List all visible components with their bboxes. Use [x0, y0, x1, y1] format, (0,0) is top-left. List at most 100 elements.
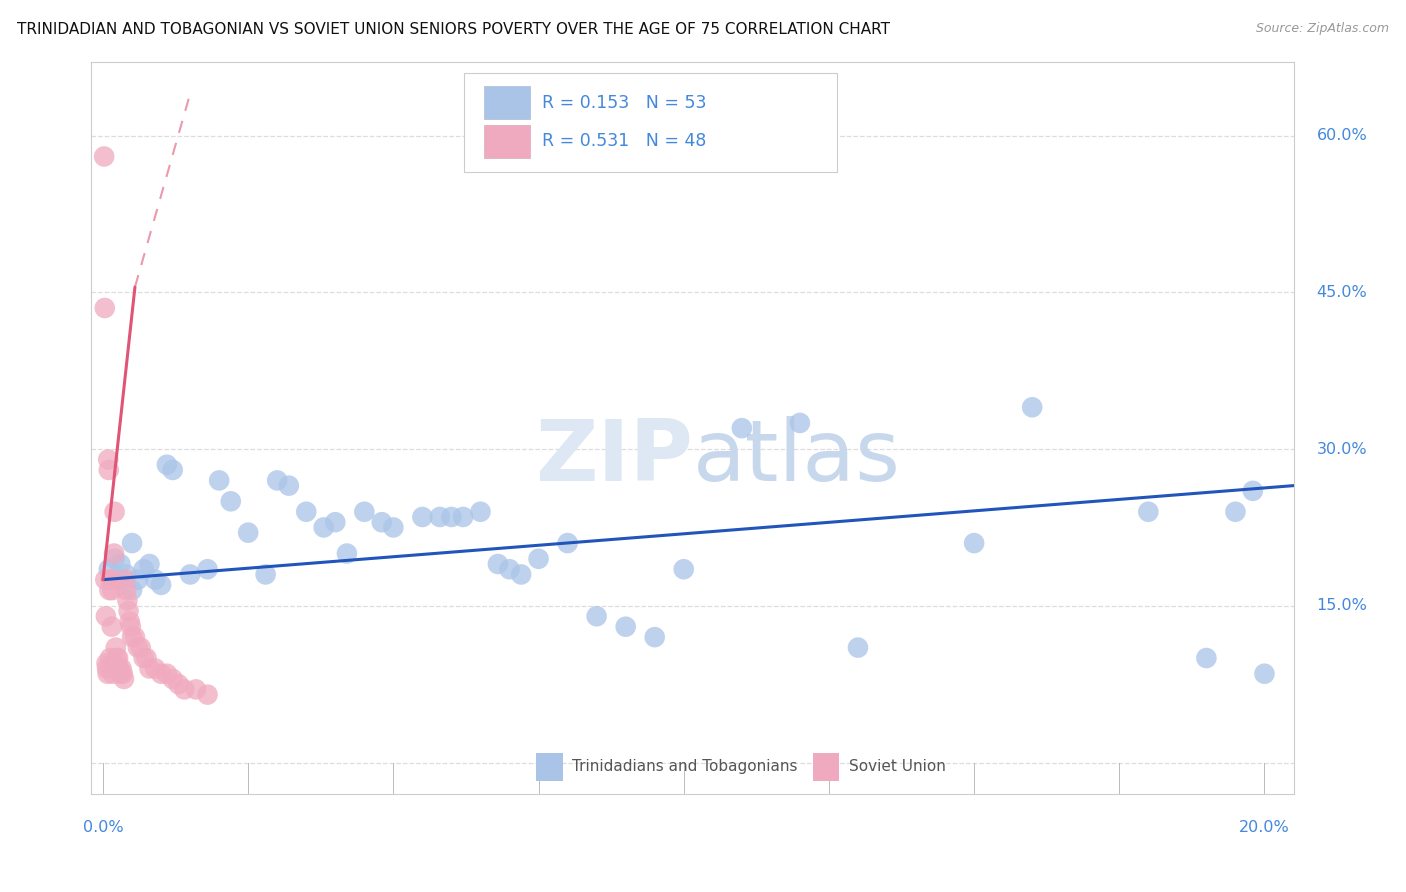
Point	[440, 510, 463, 524]
Text: Soviet Union: Soviet Union	[849, 759, 946, 774]
Text: 20.0%: 20.0%	[1239, 820, 1289, 835]
Point	[103, 547, 125, 561]
Point	[1137, 505, 1160, 519]
Point	[143, 661, 166, 675]
Point	[112, 672, 135, 686]
Point	[150, 666, 173, 681]
Point	[1225, 505, 1247, 519]
Point	[97, 452, 120, 467]
Point	[162, 463, 184, 477]
Point	[312, 520, 335, 534]
Point	[470, 505, 492, 519]
Point	[846, 640, 869, 655]
Point	[104, 505, 127, 519]
Point	[614, 620, 637, 634]
Point	[451, 510, 474, 524]
Point	[143, 573, 166, 587]
Text: Source: ZipAtlas.com: Source: ZipAtlas.com	[1256, 22, 1389, 36]
Point	[138, 557, 160, 571]
Point	[127, 640, 149, 655]
Point	[114, 573, 136, 587]
Point	[100, 573, 122, 587]
Point	[411, 510, 433, 524]
Point	[254, 567, 277, 582]
Text: atlas: atlas	[692, 416, 900, 499]
Point	[93, 301, 115, 315]
Point	[121, 583, 143, 598]
Point	[97, 562, 120, 576]
Point	[731, 421, 754, 435]
Point	[111, 666, 134, 681]
Point	[486, 557, 509, 571]
FancyBboxPatch shape	[485, 125, 530, 158]
Point	[197, 688, 219, 702]
Point	[108, 661, 131, 675]
Point	[98, 583, 121, 598]
Point	[353, 505, 375, 519]
Point	[121, 630, 143, 644]
Point	[100, 620, 122, 634]
Point	[110, 666, 132, 681]
Point	[101, 666, 124, 681]
Point	[295, 505, 318, 519]
Point	[132, 562, 155, 576]
Text: R = 0.153   N = 53: R = 0.153 N = 53	[543, 94, 707, 112]
Point	[371, 515, 394, 529]
Point	[115, 567, 138, 582]
Point	[104, 640, 127, 655]
Point	[110, 661, 132, 675]
Point	[156, 458, 179, 472]
Point	[498, 562, 520, 576]
Point	[1253, 666, 1275, 681]
Point	[1241, 483, 1264, 498]
Text: Trinidadians and Tobagonians: Trinidadians and Tobagonians	[572, 759, 797, 774]
Text: 0.0%: 0.0%	[83, 820, 124, 835]
Point	[124, 630, 146, 644]
Point	[585, 609, 607, 624]
Point	[101, 583, 124, 598]
Text: 45.0%: 45.0%	[1317, 285, 1368, 300]
Point	[103, 657, 125, 671]
Point	[336, 547, 359, 561]
Point	[98, 651, 121, 665]
Text: 15.0%: 15.0%	[1317, 599, 1368, 614]
Point	[179, 567, 201, 582]
Point	[789, 416, 811, 430]
Text: ZIP: ZIP	[534, 416, 692, 499]
Point	[963, 536, 986, 550]
Point	[208, 474, 231, 488]
FancyBboxPatch shape	[536, 753, 562, 780]
Point	[117, 604, 139, 618]
FancyBboxPatch shape	[813, 753, 839, 780]
Point	[429, 510, 451, 524]
Point	[94, 609, 117, 624]
Point	[197, 562, 219, 576]
Point	[266, 474, 288, 488]
Point	[105, 651, 128, 665]
Point	[129, 640, 152, 655]
Point	[110, 573, 132, 587]
Point	[127, 573, 149, 587]
Point	[150, 578, 173, 592]
Point	[93, 149, 115, 163]
Point	[110, 557, 132, 571]
Point	[557, 536, 579, 550]
Point	[1021, 401, 1043, 415]
Text: TRINIDADIAN AND TOBAGONIAN VS SOVIET UNION SENIORS POVERTY OVER THE AGE OF 75 CO: TRINIDADIAN AND TOBAGONIAN VS SOVIET UNI…	[17, 22, 890, 37]
Text: 30.0%: 30.0%	[1317, 442, 1368, 457]
Text: 60.0%: 60.0%	[1317, 128, 1368, 143]
Point	[162, 672, 184, 686]
Point	[672, 562, 695, 576]
Point	[94, 573, 117, 587]
Point	[97, 463, 120, 477]
Point	[120, 620, 142, 634]
Point	[323, 515, 346, 529]
Point	[277, 478, 299, 492]
Point	[115, 583, 138, 598]
Point	[184, 682, 207, 697]
Point	[107, 651, 129, 665]
Point	[121, 536, 143, 550]
Point	[117, 593, 139, 607]
Point	[510, 567, 533, 582]
Point	[96, 657, 118, 671]
